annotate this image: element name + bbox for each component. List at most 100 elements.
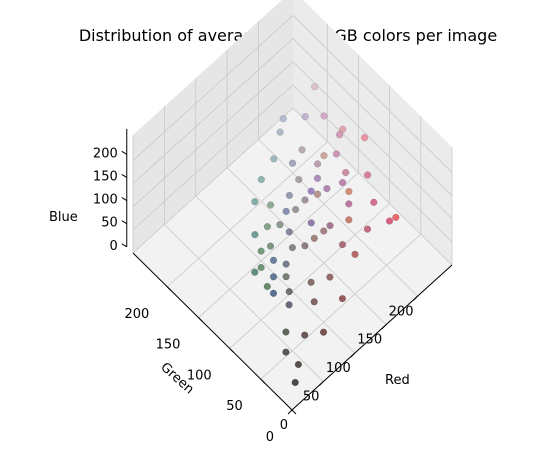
- grid-floor-green-150: [198, 172, 359, 318]
- grid-wall-blue-b-200: [132, 15, 294, 161]
- blue-tick-label-50: 50: [101, 216, 118, 231]
- red-tick-mark-0: [287, 409, 293, 415]
- scatter-point-66: [282, 328, 290, 336]
- blue-tick-mark-50: [121, 220, 128, 225]
- green-axis-line: [132, 252, 293, 411]
- scatter-point-62: [285, 301, 293, 309]
- red-axis-line: [291, 264, 453, 411]
- grid-wall-blue-a-200: [292, 15, 453, 173]
- scatter-point-18: [295, 176, 303, 184]
- scatter-point-16: [392, 213, 400, 222]
- scatter-point-6: [336, 131, 344, 139]
- scatter-point-5: [279, 115, 287, 123]
- scatter-point-22: [339, 179, 347, 187]
- scatter-point-63: [269, 289, 278, 297]
- scatter-point-27: [323, 185, 331, 193]
- scatter-point-12: [364, 171, 372, 179]
- scatter-point-54: [263, 282, 271, 291]
- axis-panes: [133, 0, 452, 410]
- scatter-point-38: [310, 234, 318, 242]
- scatter-point-67: [282, 348, 290, 356]
- scatter-point-25: [385, 217, 394, 225]
- scatter-point-40: [326, 222, 334, 230]
- scatter-point-31: [285, 191, 294, 200]
- scatter-point-9: [298, 146, 306, 154]
- red-tick-mark-150: [381, 324, 387, 330]
- red-tick-label-150: 150: [357, 333, 382, 348]
- blue-tick-label-100: 100: [93, 193, 118, 208]
- scatter-point-50: [326, 273, 334, 281]
- green-tick-label-200: 200: [124, 307, 149, 322]
- scatter-point-51: [257, 263, 265, 272]
- scatter-point-47: [307, 219, 315, 227]
- scatter-point-36: [320, 227, 328, 235]
- blue-tick-mark-0: [121, 243, 128, 248]
- scatter-point-65: [301, 331, 309, 339]
- green-tick-label-100: 100: [187, 368, 212, 383]
- blue-tick-mark-100: [121, 197, 128, 201]
- red-tick-label-0: 0: [280, 418, 288, 433]
- green-tick-mark-150: [198, 317, 203, 323]
- scatter-point-35: [263, 223, 272, 231]
- red-tick-mark-100: [350, 352, 356, 358]
- scatter-point-49: [285, 228, 293, 236]
- green-max-pane: [133, 0, 293, 253]
- scatter-point-59: [310, 298, 318, 306]
- scatter-point-57: [282, 260, 290, 268]
- scatter-point-19: [288, 159, 297, 167]
- scatter-point-4: [301, 112, 309, 121]
- scatter-point-20: [370, 198, 378, 206]
- scatter-point-60: [285, 288, 293, 296]
- scatter-point-14: [342, 168, 350, 177]
- scatter-point-17: [314, 190, 322, 198]
- scatter-point-69: [291, 378, 299, 387]
- blue-tick-label-150: 150: [93, 169, 118, 184]
- scatter-point-0: [311, 83, 319, 91]
- grid-floor-green-200: [167, 141, 328, 288]
- scatter-point-56: [338, 295, 347, 303]
- scatter-point-13: [314, 160, 322, 168]
- scatter-point-30: [292, 205, 300, 214]
- scatter-point-64: [319, 328, 328, 336]
- green-tick-label-0: 0: [266, 430, 274, 445]
- grid-wall-blue-a-100: [292, 61, 453, 220]
- red-max-pane: [293, 0, 452, 265]
- scatter-point-39: [338, 241, 347, 249]
- scatter-point-52: [282, 273, 290, 281]
- green-tick-mark-100: [229, 348, 235, 353]
- scatter-point-15: [270, 155, 278, 163]
- grid-floor-green-100: [229, 203, 390, 349]
- scatter-point-34: [307, 187, 315, 195]
- grid-wall-blue-b-50: [132, 84, 294, 231]
- red-tick-label-100: 100: [326, 361, 351, 376]
- grid-wall-blue-a-0: [292, 107, 453, 266]
- scatter-point-45: [251, 231, 259, 239]
- grid-wall-blue-a-50: [292, 84, 453, 243]
- scatter-point-29: [301, 196, 309, 204]
- green-tick-mark-0: [291, 409, 297, 415]
- grid-wall-blue-a-150: [292, 38, 453, 196]
- scatter-point-68: [294, 360, 303, 369]
- scatter-point-58: [269, 256, 278, 264]
- grid-floor-red-50: [164, 224, 324, 382]
- blue-tick-label-0: 0: [109, 239, 117, 254]
- scatter-point-11: [332, 150, 341, 158]
- blue-tick-label-200: 200: [93, 146, 118, 161]
- scatter-point-44: [301, 242, 309, 250]
- scatter-point-23: [345, 216, 353, 224]
- red-tick-label-50: 50: [303, 390, 320, 405]
- scatter-point-1: [339, 125, 347, 133]
- scatter-point-53: [307, 278, 315, 286]
- tick-labels: 0 50 100 150 200 0 50 100 150 200 0 50 100 150 200: [93, 146, 418, 445]
- scatter-point-48: [257, 247, 265, 255]
- scatter-point-10: [345, 187, 353, 196]
- scatter-point-32: [363, 225, 372, 233]
- scatter-point-3: [320, 112, 328, 120]
- blue-tick-mark-200: [121, 150, 128, 155]
- scatter-points: [251, 83, 400, 387]
- green-tick-label-150: 150: [156, 338, 181, 353]
- grid-floor-red-200: [258, 138, 418, 297]
- axis-lines: [126, 128, 453, 411]
- grid-wall-blue-b-0: [132, 107, 294, 254]
